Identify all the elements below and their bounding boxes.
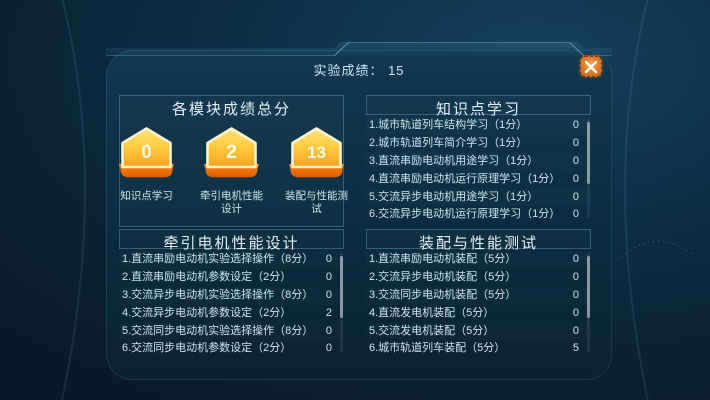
svg-text:13: 13 — [307, 143, 326, 162]
svg-text:2: 2 — [226, 142, 237, 163]
svg-text:0: 0 — [141, 142, 152, 163]
